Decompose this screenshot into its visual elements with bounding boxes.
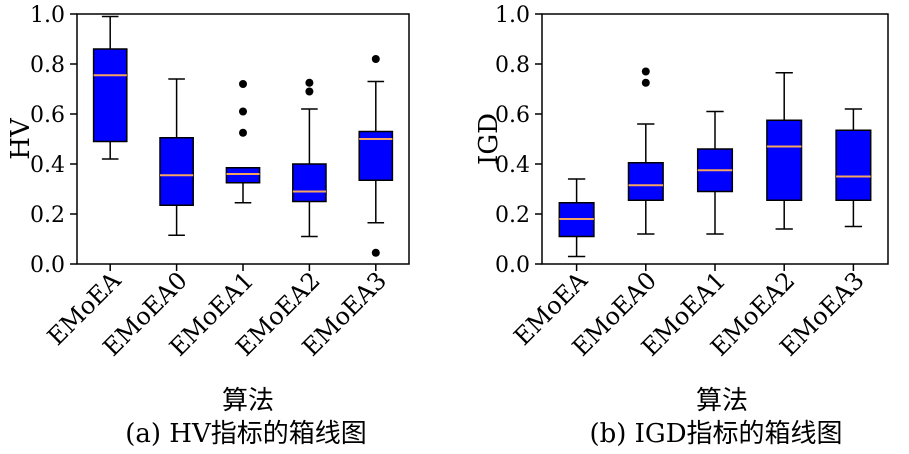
y-tick-label: 1.0 bbox=[495, 3, 530, 28]
outlier-point bbox=[239, 80, 247, 88]
box-emoea2 bbox=[292, 78, 327, 238]
box-iqr bbox=[92, 48, 128, 143]
y-tick-label: 0.8 bbox=[495, 53, 530, 78]
chart-panel-b: 0.00.20.40.60.81.0EMoEAEMoEA0EMoEA1EMoEA… bbox=[474, 3, 889, 449]
y-tick-label: 0.2 bbox=[495, 203, 530, 228]
outlier-point bbox=[641, 78, 650, 87]
y-tick-label: 0.4 bbox=[495, 153, 530, 178]
box-emoea bbox=[92, 15, 128, 160]
y-tick-label: 0.0 bbox=[30, 253, 65, 278]
box-emoea2 bbox=[766, 72, 803, 230]
x-axis-title: 算法 bbox=[696, 386, 748, 416]
x-axis-title: 算法 bbox=[222, 386, 274, 416]
box-emoea3 bbox=[358, 55, 394, 257]
y-tick-label: 0.2 bbox=[30, 203, 65, 228]
y-axis-title: IGD bbox=[474, 113, 504, 165]
outlier-point bbox=[371, 248, 380, 257]
outlier-point bbox=[641, 67, 650, 76]
box-iqr bbox=[292, 163, 327, 203]
panel-caption: (b) IGD指标的箱线图 bbox=[589, 419, 842, 449]
box-emoea0 bbox=[159, 78, 194, 236]
box-emoea bbox=[558, 178, 595, 258]
outlier-point bbox=[239, 128, 247, 137]
box-emoea0 bbox=[627, 67, 664, 235]
outlier-point bbox=[239, 107, 247, 116]
outlier-point bbox=[305, 78, 314, 87]
y-tick-label: 1.0 bbox=[30, 3, 65, 28]
y-axis-title: HV bbox=[6, 117, 36, 160]
box-iqr bbox=[766, 119, 803, 201]
panel-caption: (a) HV指标的箱线图 bbox=[125, 419, 367, 449]
box-emoea1 bbox=[696, 110, 734, 235]
chart-panel-a: 0.00.20.40.60.81.0EMoEAEMoEA0EMoEA1EMoEA… bbox=[6, 3, 410, 449]
outlier-point bbox=[305, 87, 314, 96]
box-emoea3 bbox=[835, 108, 872, 228]
y-tick-label: 0.6 bbox=[495, 103, 530, 128]
y-tick-label: 0.4 bbox=[30, 153, 65, 178]
outlier-point bbox=[371, 55, 380, 63]
box-iqr bbox=[225, 167, 261, 184]
box-iqr bbox=[835, 129, 872, 201]
box-iqr bbox=[159, 137, 194, 206]
plot-frame bbox=[541, 13, 889, 265]
box-iqr bbox=[627, 162, 664, 201]
y-tick-label: 0.8 bbox=[30, 53, 65, 78]
box-emoea1 bbox=[225, 80, 261, 204]
plot-frame bbox=[76, 13, 410, 265]
y-tick-label: 0.6 bbox=[30, 103, 65, 128]
y-tick-label: 0.0 bbox=[495, 253, 530, 278]
